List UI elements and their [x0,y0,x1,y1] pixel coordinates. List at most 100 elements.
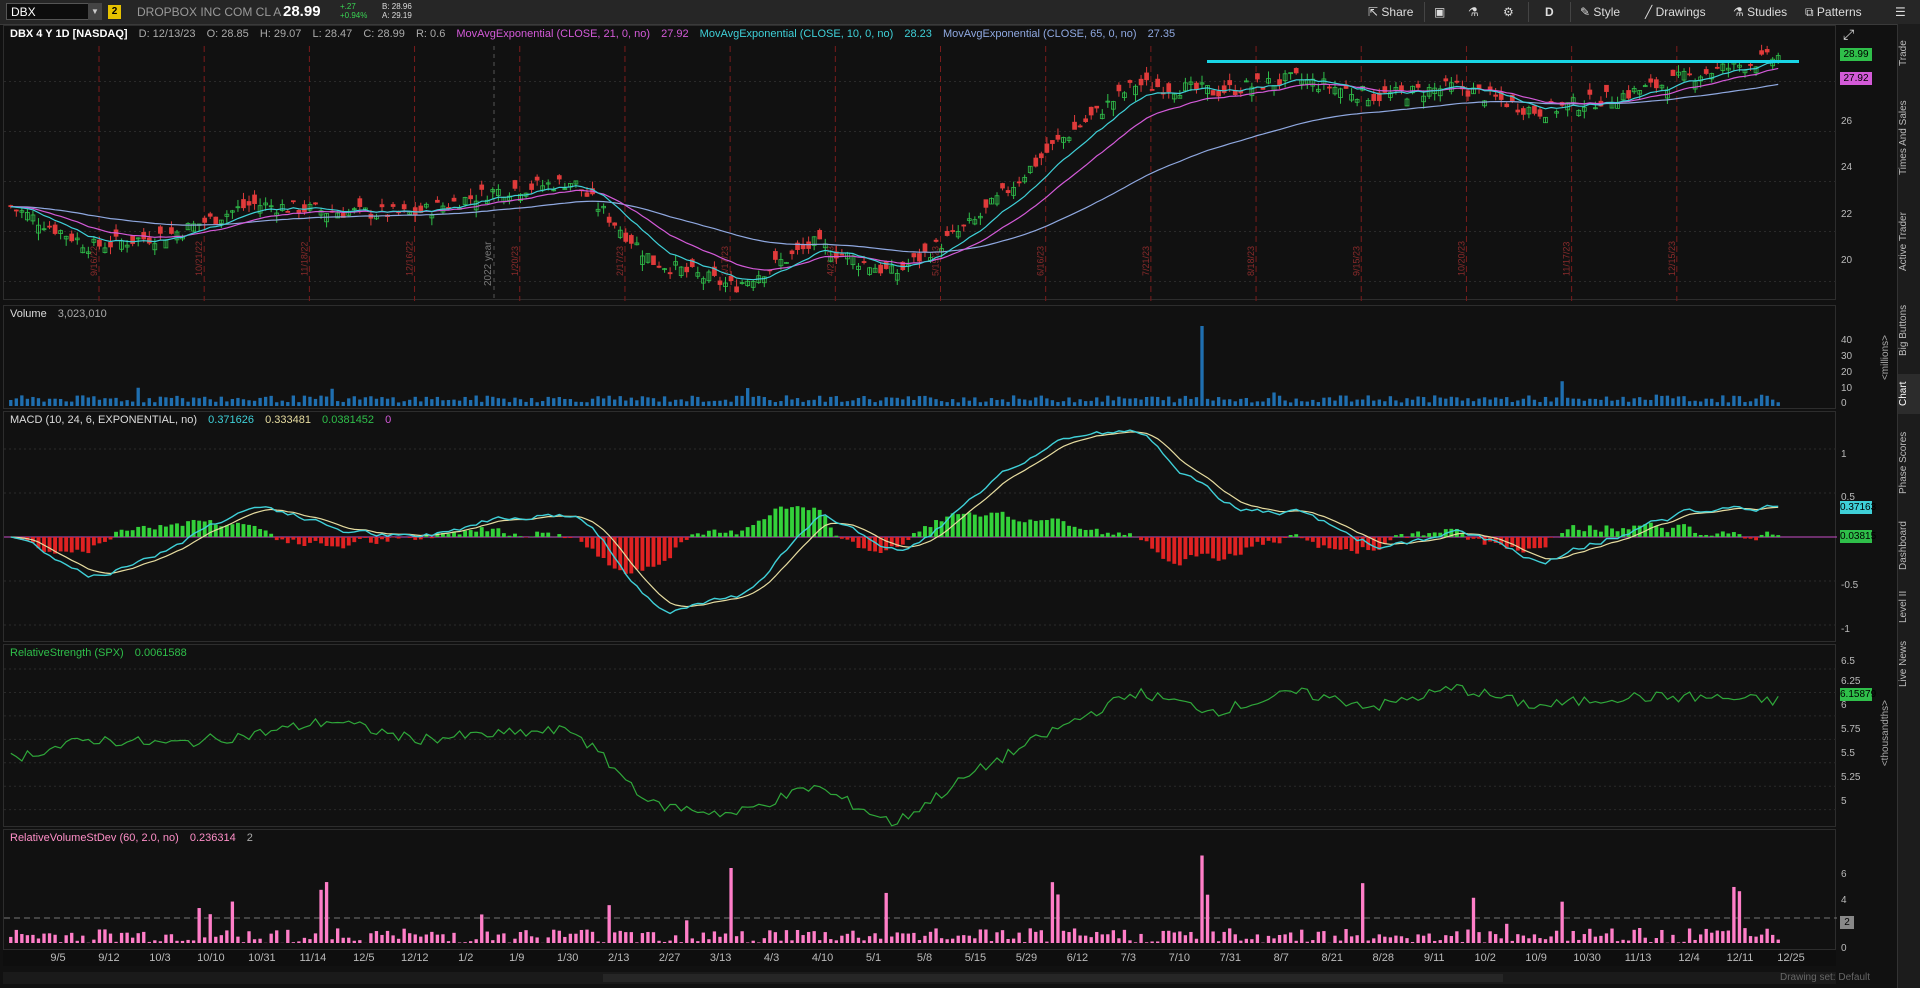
rv-bar [502,933,506,943]
patterns-button[interactable]: ⧉ Patterns [1805,2,1862,22]
macd-histogram-bar [995,512,999,537]
rv-bar [1410,941,1415,943]
volume-bar [740,395,744,406]
tab-level-ii[interactable]: Level II [1898,590,1909,624]
volume-label[interactable]: Volume [10,308,47,320]
flask-button[interactable]: ⚗ [1468,2,1479,22]
ema21-label[interactable]: MovAvgExponential (CLOSE, 21, 0, no) [456,28,651,40]
volume-bar [1532,399,1537,406]
volume-bar [175,395,179,406]
macd-histogram-bar [468,530,473,537]
chart-scrollbar[interactable] [3,972,1836,984]
rv-bar [358,940,362,943]
rv-chart-canvas[interactable] [4,830,1837,951]
macd-histogram-bar [380,537,384,540]
rv-bar [197,908,201,943]
rv-bar [491,940,495,943]
rs-chart-canvas[interactable] [4,645,1837,828]
rs-axis[interactable]: 6.5 6.25 6 5.75 5.5 5.25 5 [1836,644,1896,827]
macd-histogram-bar [141,525,146,537]
tab-active-trader[interactable]: Active Trader [1898,212,1909,272]
rv-bar [169,934,174,943]
volume-axis[interactable]: 40 30 20 10 0 [1836,305,1896,409]
ema65-label[interactable]: MovAvgExponential (CLOSE, 65, 0, no) [942,28,1137,40]
rv-label[interactable]: RelativeVolumeStDev (60, 2.0, no) [10,832,179,844]
volume-bar [1288,402,1293,406]
macd-chart-canvas[interactable] [4,412,1837,643]
macd-histogram-bar [1626,529,1631,537]
settings-button[interactable]: ⚙ [1503,2,1514,22]
rs-label[interactable]: RelativeStrength (SPX) [10,647,124,659]
style-button[interactable]: ✎ Style [1580,2,1620,22]
macd-histogram-bar [319,537,323,544]
symbol-input[interactable]: DBX [6,3,102,20]
rv-bar [1554,930,1559,943]
volume-bar [862,396,866,406]
rv-bar [1288,932,1293,943]
tab-big-buttons[interactable]: Big Buttons [1898,304,1909,356]
volume-bar [1056,402,1060,406]
tab-chart[interactable]: Chart [1898,374,1920,414]
share-button[interactable]: ⇱ Share [1368,2,1413,22]
link-group-badge[interactable]: 2 [108,5,121,19]
volume-bar [928,397,933,406]
rv-bar [1466,929,1470,943]
rv-bar [380,934,384,943]
macd-histogram-bar [296,537,301,545]
scroll-thumb[interactable] [603,974,1503,982]
candle-body [1011,186,1016,196]
macd-label[interactable]: MACD (10, 24, 6, EXPONENTIAL, no) [10,414,198,426]
price-axis[interactable]: 26 24 22 20 [1836,25,1896,300]
tab-phase-scores[interactable]: Phase Scores [1898,431,1909,495]
volume-bar [690,395,694,406]
candle-body [462,197,468,205]
rv-bar [1660,929,1664,943]
time-axis[interactable]: 9/5 9/12 10/3 10/10 10/31 11/14 12/5 12/12 1/2 1/… [3,950,1836,966]
chart-toolbar: DBX ▼ 2 DROPBOX INC COM CL A 28.99 +.27 … [0,0,1920,25]
rv-axis[interactable]: 6 4 0 [1836,829,1896,954]
volume-bar [1394,400,1398,406]
rv-bar [939,938,944,943]
rv-bar [302,937,307,943]
macd-histogram-bar [1421,535,1426,537]
drawings-button[interactable]: ╱ Drawings [1645,2,1706,22]
tab-live-news[interactable]: Live News [1898,640,1909,688]
rv-bar [1172,932,1176,943]
volume-bar [618,396,622,406]
ohlc-range: R: 0.6 [415,28,446,40]
studies-button[interactable]: ⚗ Studies [1733,2,1787,22]
volume-chart-canvas[interactable] [4,306,1837,410]
volume-bar [513,397,517,406]
earnings-date-label: 6/16/23 [1036,246,1046,276]
macd-histogram-bar [535,531,540,537]
volume-bar [568,399,573,406]
macd-axis[interactable]: 1 0.5 -0.5 -1 [1836,411,1896,642]
candle-body [811,236,817,246]
macd-histogram-bar [1006,516,1011,537]
macd-histogram-bar [540,532,545,537]
macd-histogram-bar [158,525,163,537]
period-button[interactable]: D [1545,5,1554,19]
tab-dashboard[interactable]: Dashboard [1898,521,1909,571]
volume-bar [1139,399,1143,406]
rv-bar [236,936,240,943]
rv-bar [1205,894,1210,943]
candle-body [1293,68,1299,74]
menu-button[interactable]: ☰ [1895,2,1906,22]
style-icon: ✎ [1580,5,1591,19]
candle-body [1687,73,1692,76]
price-chart-canvas[interactable]: 9/16/22 10/21/22 11/18/22 12/16/22 1/20/23 2/… [4,26,1837,301]
expand-icon[interactable]: ⤢ [1843,26,1855,42]
tab-times-and-sales[interactable]: Times And Sales [1898,100,1909,176]
symbol-dropdown-icon[interactable]: ▼ [88,3,102,20]
rv-bar [1488,931,1492,943]
macd-histogram-bar [878,537,883,554]
macd-histogram-bar [612,537,617,569]
rs-tick: 5.5 [1841,748,1855,759]
volume-bar [208,399,212,406]
tab-trade[interactable]: Trade [1898,40,1909,66]
ema10-label[interactable]: MovAvgExponential (CLOSE, 10, 0, no) [699,28,894,40]
candle-body [1338,88,1343,98]
candle-body [1238,91,1244,94]
snapshot-button[interactable]: ▣ [1434,2,1445,22]
